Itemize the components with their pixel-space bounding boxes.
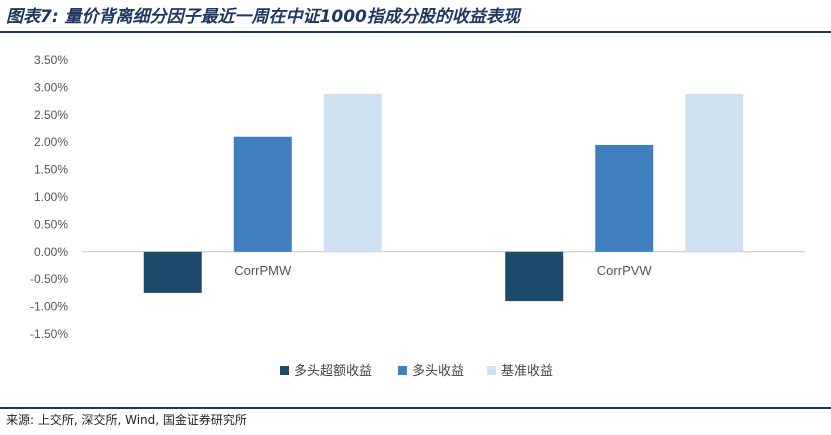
bar-series — [143, 93, 744, 302]
legend-label: 基准收益 — [501, 364, 553, 379]
bar-corrpvw-series-2 — [595, 144, 654, 252]
title-divider — [0, 31, 831, 33]
y-tick-label: 2.00% — [34, 135, 68, 149]
y-tick-label: -1.00% — [30, 300, 68, 314]
category-label: CorrPMW — [234, 263, 292, 278]
bar-chart: 3.50% 3.00% 2.50% 2.00% 1.50% 1.00% 0.50% 0.00%… — [30, 53, 805, 379]
legend-swatch — [280, 366, 289, 375]
legend-label: 多头超额收益 — [294, 363, 372, 379]
y-tick-label: 3.00% — [34, 80, 68, 94]
bar-corrpvw-series-1 — [505, 251, 564, 302]
category-label: CorrPVW — [597, 263, 653, 278]
y-tick-label: -0.50% — [30, 272, 68, 286]
bar-corrpmw-series-1 — [143, 251, 202, 293]
bar-corrpmw-series-3 — [323, 93, 382, 252]
source-divider — [0, 407, 831, 409]
legend-swatch — [487, 366, 496, 375]
category-labels: CorrPMW CorrPVW — [234, 263, 652, 278]
y-tick-label: 0.00% — [34, 245, 68, 259]
y-axis-ticks: 3.50% 3.00% 2.50% 2.00% 1.50% 1.00% 0.50% 0.00%… — [30, 53, 68, 341]
bar-corrpvw-series-3 — [685, 93, 744, 252]
legend-label: 多头收益 — [412, 363, 464, 379]
legend-swatch — [398, 366, 407, 375]
y-tick-label: 1.00% — [34, 190, 68, 204]
y-tick-label: 1.50% — [34, 163, 68, 177]
bar-corrpmw-series-2 — [233, 136, 292, 252]
y-tick-label: 3.50% — [34, 53, 68, 67]
legend: 多头超额收益 多头收益 基准收益 — [280, 363, 553, 379]
y-tick-label: 2.50% — [34, 108, 68, 122]
y-tick-label: -1.50% — [30, 327, 68, 341]
source-note: 来源: 上交所, 深交所, Wind, 国金证券研究所 — [6, 413, 247, 427]
y-tick-label: 0.50% — [34, 217, 68, 231]
chart-title: 图表7: 量价背离细分因子最近一周在中证1000指成分股的收益表现 — [6, 7, 520, 27]
